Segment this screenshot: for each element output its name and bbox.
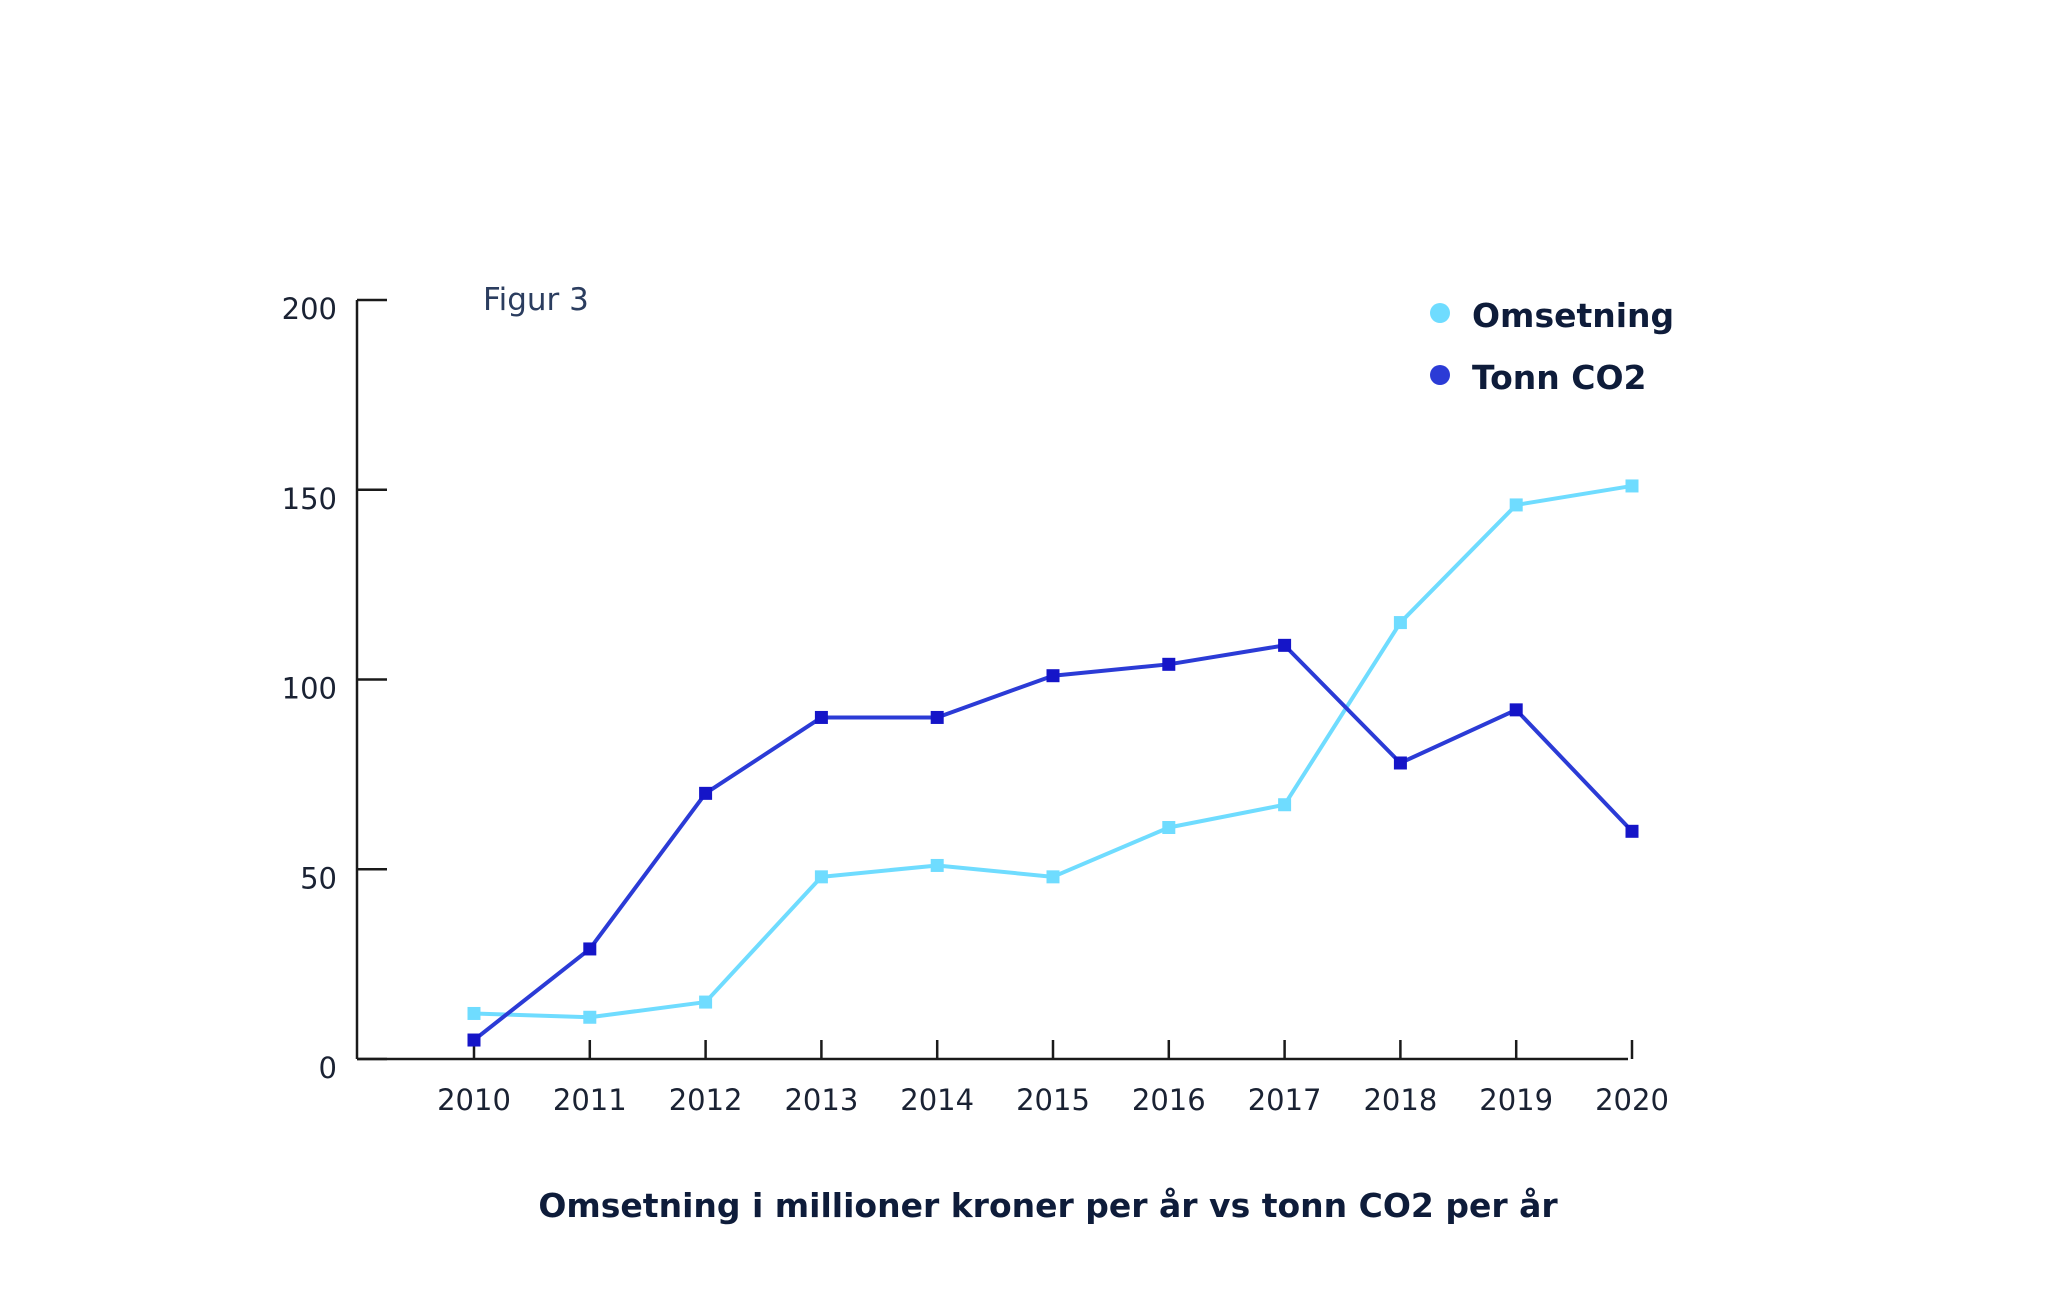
data-point-tonn-co2-2011 — [583, 942, 597, 956]
figure-label: Figur 3 — [483, 282, 589, 318]
data-point-tonn-co2-2017 — [1278, 638, 1292, 652]
legend: Omsetning Tonn CO2 — [1430, 296, 1674, 397]
data-point-tonn-co2-2015 — [1046, 669, 1060, 683]
data-point-tonn-co2-2013 — [814, 710, 828, 724]
data-point-omsetning-2011 — [583, 1010, 597, 1024]
data-point-omsetning-2010 — [467, 1006, 481, 1020]
data-point-omsetning-2012 — [699, 995, 713, 1009]
y-tick-label: 100 — [282, 672, 337, 706]
x-tick-label: 2019 — [1479, 1083, 1553, 1117]
x-tick-label: 2017 — [1248, 1083, 1322, 1117]
series-tonn-co2 — [467, 638, 1639, 1047]
legend-label-omsetning: Omsetning — [1472, 296, 1674, 335]
x-tick-label: 2015 — [1016, 1083, 1090, 1117]
data-point-omsetning-2020 — [1625, 479, 1639, 493]
x-tick-label: 2013 — [784, 1083, 858, 1117]
x-tick-label: 2014 — [900, 1083, 974, 1117]
chart-caption: Omsetning i millioner kroner per år vs t… — [538, 1186, 1558, 1225]
data-point-omsetning-2019 — [1509, 498, 1523, 512]
data-point-tonn-co2-2019 — [1509, 703, 1523, 717]
x-tick-label: 2010 — [437, 1083, 511, 1117]
data-point-omsetning-2018 — [1393, 616, 1407, 630]
data-point-omsetning-2017 — [1278, 798, 1292, 812]
x-tick-label: 2012 — [669, 1083, 743, 1117]
series-omsetning — [467, 479, 1639, 1024]
data-point-omsetning-2015 — [1046, 870, 1060, 884]
data-point-tonn-co2-2014 — [930, 710, 944, 724]
legend-marker-omsetning — [1430, 303, 1450, 323]
y-tick-label: 200 — [282, 292, 337, 326]
data-point-tonn-co2-2020 — [1625, 824, 1639, 838]
axes — [355, 300, 1628, 1061]
data-point-omsetning-2013 — [814, 870, 828, 884]
series-line-omsetning — [473, 483, 1633, 1020]
series-line-tonn-co2 — [472, 643, 1634, 1042]
y-tick-label: 0 — [319, 1051, 337, 1085]
legend-label-tonn-co2: Tonn CO2 — [1472, 358, 1647, 397]
data-point-tonn-co2-2016 — [1162, 657, 1176, 671]
data-point-tonn-co2-2018 — [1393, 756, 1407, 770]
legend-marker-tonn-co2 — [1430, 365, 1450, 385]
data-point-tonn-co2-2012 — [699, 786, 713, 800]
x-tick-label: 2020 — [1595, 1083, 1669, 1117]
x-tick-label: 2016 — [1132, 1083, 1206, 1117]
x-tick-label: 2018 — [1363, 1083, 1437, 1117]
x-tick-label: 2011 — [553, 1083, 627, 1117]
data-point-omsetning-2016 — [1162, 821, 1176, 835]
y-tick-label: 150 — [282, 482, 337, 516]
data-point-omsetning-2014 — [930, 858, 944, 872]
data-point-tonn-co2-2010 — [467, 1033, 481, 1047]
y-tick-label: 50 — [300, 861, 337, 895]
